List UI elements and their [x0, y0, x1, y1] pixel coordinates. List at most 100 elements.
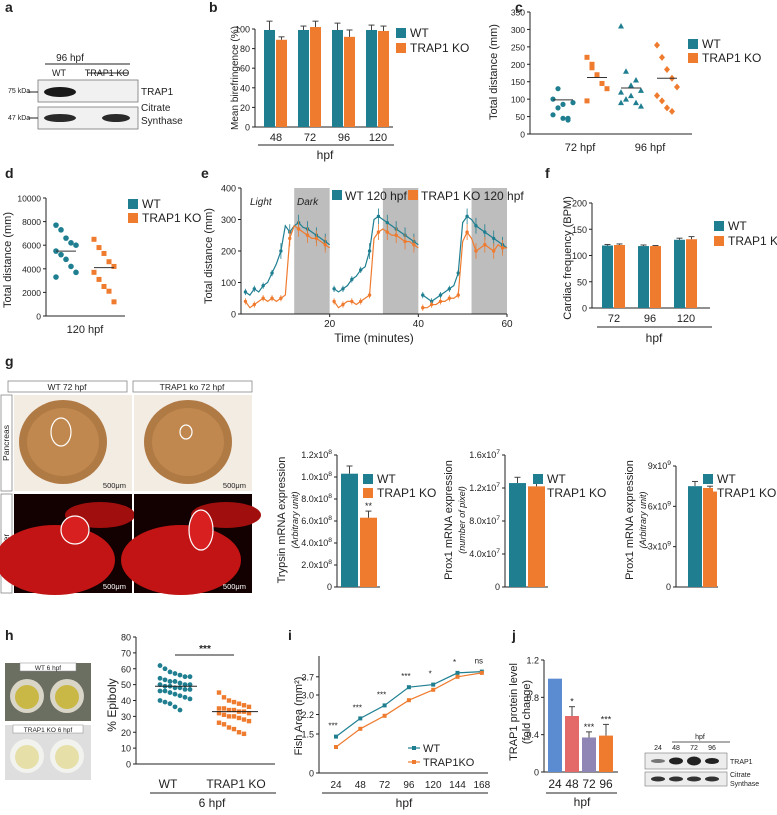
- bar: [565, 716, 579, 772]
- data-point-ko: [594, 72, 600, 78]
- data-point-ko: [659, 97, 665, 105]
- data-point-wt: [182, 674, 188, 680]
- x-tick-label: 96: [599, 777, 613, 791]
- y-axis-title: TRAP1 protein level: [508, 663, 520, 761]
- legend-label: TRAP1 KO: [547, 486, 606, 500]
- data-point-wt: [157, 688, 163, 694]
- bar-ko: [703, 491, 717, 587]
- band-trap1: [687, 756, 701, 766]
- data-point-wt: [73, 242, 79, 248]
- embryo-yolk: [15, 745, 39, 769]
- y-axis-title: Prox1 mRNA expression: [624, 460, 636, 580]
- image-title: TRAP1 KO 6 hpf: [24, 727, 73, 734]
- y-tick-label: 0: [231, 310, 236, 320]
- bar-ko: [276, 39, 287, 127]
- legend-label: TRAP1 KO: [717, 486, 776, 500]
- y-tick-label: 0: [495, 582, 500, 592]
- tick-label: 8.0x107: [469, 515, 500, 526]
- bar-ko: [310, 27, 321, 127]
- y-tick-label: 3.0: [301, 691, 314, 701]
- data-point: [334, 734, 338, 739]
- legend-swatch: [688, 53, 698, 63]
- data-point-ko: [216, 706, 222, 711]
- data-point-wt: [172, 679, 178, 684]
- y-tick-label: 50: [577, 277, 587, 287]
- data-point: [358, 726, 363, 731]
- legend-label: TRAP1 KO: [142, 211, 201, 225]
- bar-ko: [614, 245, 625, 308]
- tick-label: 2.0x108: [301, 559, 332, 570]
- y-axis-title: Total distance (mm): [488, 24, 500, 120]
- y-tick-label: 10000: [17, 194, 41, 204]
- data-point-wt: [157, 698, 163, 703]
- embryo-yolk: [55, 745, 79, 769]
- bar-ko: [378, 30, 389, 127]
- y-tick-label: 300: [511, 25, 525, 35]
- y-tick-label: 60: [121, 664, 131, 674]
- legend-label: WT 120 hpf: [345, 189, 407, 203]
- data-point: [334, 745, 338, 749]
- x-axis-title: hpf: [574, 795, 591, 809]
- legend-swatch: [363, 488, 373, 498]
- data-point: [431, 682, 436, 687]
- x-tick-label: 72: [582, 777, 596, 791]
- bar-wt: [298, 29, 309, 128]
- legend-swatch: [396, 43, 406, 53]
- legend-label: WT: [142, 197, 161, 211]
- data-point-wt: [53, 274, 59, 280]
- y-tick-label: 50: [121, 680, 131, 690]
- tick-label: 9x109: [648, 460, 672, 471]
- x-tick-label: 20: [324, 319, 336, 330]
- data-point-ko: [226, 725, 232, 730]
- bar-wt: [688, 486, 702, 587]
- image-title-box: [132, 380, 253, 393]
- data-point-wt: [177, 672, 183, 678]
- bar-wt: [332, 29, 343, 128]
- data-point-wt: [162, 666, 168, 672]
- scale-bar-label: 500μm: [103, 582, 126, 591]
- x-tick-label: 24: [548, 777, 562, 791]
- band-cs-ko: [102, 114, 130, 122]
- y-tick-label: 80: [240, 44, 250, 54]
- pancreas-tissue: [27, 408, 99, 476]
- legend-swatch: [688, 39, 698, 49]
- panel-letter: a: [5, 0, 13, 15]
- data-point-ko: [96, 276, 102, 282]
- pancreas-outline: [50, 417, 72, 447]
- pancreas-tissue: [152, 408, 224, 476]
- y-tick-label: 0: [582, 304, 587, 314]
- data-point: [382, 713, 387, 718]
- x-tick-label: 96: [644, 313, 656, 325]
- significance-mark: ***: [601, 714, 612, 724]
- y-tick-label: 150: [511, 77, 525, 87]
- panel-letter: h: [5, 627, 14, 643]
- y-axis-subtitle: (number of pixel): [457, 486, 467, 554]
- data-point-ko: [246, 704, 252, 710]
- x-tick-label: WT: [159, 777, 178, 791]
- data-point-wt: [172, 691, 178, 697]
- data-point-wt: [167, 701, 173, 707]
- tick-label: 6x109: [648, 500, 672, 511]
- data-point-wt: [638, 103, 644, 109]
- band-trap1: [705, 758, 719, 764]
- y-tick-label: 60: [240, 64, 250, 74]
- annotation: Dark: [297, 197, 319, 208]
- data-point-wt: [162, 699, 168, 705]
- scale-bar-label: 500μm: [223, 481, 246, 490]
- data-point-wt: [187, 696, 193, 702]
- data-point-ko: [241, 731, 247, 737]
- band-label: Synthase: [730, 781, 759, 788]
- data-point-ko: [226, 698, 232, 703]
- y-tick-label: 300: [221, 215, 236, 225]
- y-tick-label: 3.7: [301, 672, 314, 682]
- lane-label: 72: [690, 745, 698, 752]
- band-label: TRAP1: [730, 759, 753, 766]
- y-axis-title: Trypsin mRNA expression: [276, 457, 288, 584]
- y-tick-label: 1.5: [301, 730, 314, 740]
- y-tick-label: 2.2: [301, 710, 314, 720]
- y-axis-title: Total distance (mm): [203, 208, 215, 304]
- band-label: TRAP1: [141, 87, 174, 98]
- data-point-ko: [664, 66, 670, 74]
- y-tick-label: 40: [121, 696, 131, 706]
- data-point-wt: [167, 679, 173, 684]
